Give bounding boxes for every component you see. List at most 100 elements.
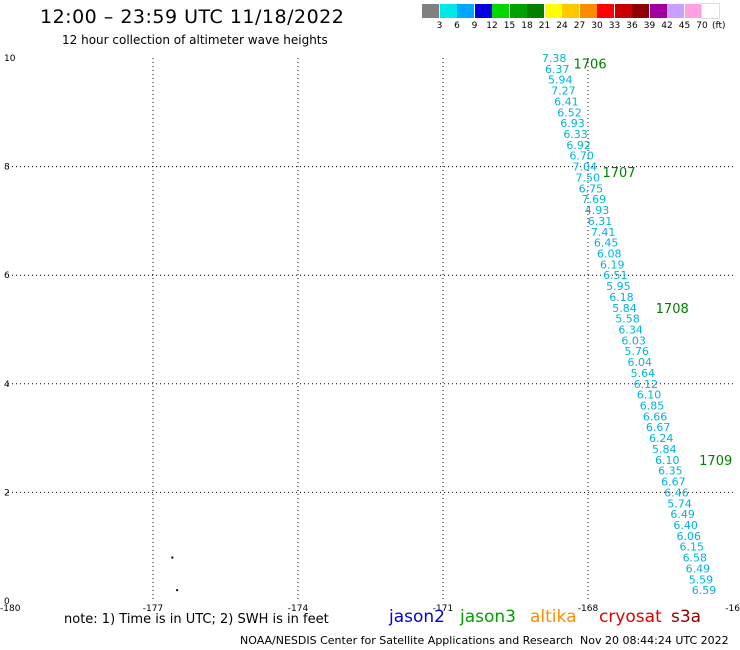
color-swatch <box>509 4 527 18</box>
color-scale-label: 3 <box>436 21 443 31</box>
color-scale-label: 15 <box>503 21 516 31</box>
wave-height-label: 4.93 <box>585 204 610 217</box>
color-swatch <box>422 4 439 18</box>
wave-height-label: 6.10 <box>655 454 680 467</box>
wave-height-label: 6.31 <box>588 215 613 228</box>
wave-height-label: 6.08 <box>597 247 622 260</box>
wave-height-label: 6.15 <box>680 541 705 554</box>
y-tick-label: 6 <box>4 271 10 281</box>
wave-height-label: 6.35 <box>658 465 683 478</box>
wave-height-label: 6.18 <box>609 291 634 304</box>
x-tick-label: -171 <box>433 604 453 614</box>
wave-height-label: 7.27 <box>551 85 576 98</box>
wave-height-label: 6.93 <box>560 117 585 130</box>
color-scale-label: 18 <box>521 21 533 31</box>
wave-height-label: 6.85 <box>640 400 665 413</box>
color-scale-label: 27 <box>573 21 586 31</box>
color-swatch <box>527 4 544 18</box>
wave-height-label: 6.46 <box>664 486 689 499</box>
wave-height-label: 6.51 <box>603 269 628 282</box>
color-scale-label: 39 <box>643 21 656 31</box>
data-dot <box>171 556 174 559</box>
satellite-name: cryosat <box>599 607 662 627</box>
wave-height-label: 6.45 <box>594 237 619 250</box>
wave-height-label: 7.50 <box>576 171 601 184</box>
wave-height-label: 6.66 <box>643 410 668 423</box>
color-scale-label: 45 <box>678 21 691 31</box>
wave-height-label: 6.34 <box>618 324 643 337</box>
color-scale-label: 36 <box>626 21 638 31</box>
wave-height-label: 6.59 <box>692 584 717 597</box>
wave-height-label: 6.67 <box>646 421 671 434</box>
pass-time-label: 1708 <box>656 302 689 317</box>
color-scale-label: 12 <box>486 21 498 31</box>
y-tick-label: 8 <box>4 163 10 173</box>
pass-time-label: 1706 <box>574 57 607 72</box>
color-swatch <box>701 3 720 19</box>
wave-height-label: 6.24 <box>649 432 674 445</box>
wave-height-label: 7.38 <box>542 52 567 65</box>
wave-height-label: 5.84 <box>612 302 637 315</box>
color-scale-label: 9 <box>471 21 478 31</box>
color-scale-label: 24 <box>556 21 568 31</box>
wave-height-label: 6.19 <box>600 258 625 271</box>
wave-height-label: 6.41 <box>554 95 579 108</box>
wave-height-label: 5.59 <box>689 573 714 586</box>
color-swatch <box>667 4 684 18</box>
wave-height-label: 6.52 <box>557 106 582 119</box>
wave-height-label: 6.67 <box>661 476 686 489</box>
color-swatch <box>474 4 492 18</box>
wave-height-label: 6.58 <box>683 552 708 565</box>
color-scale-label: 21 <box>538 21 551 31</box>
satellite-name: jason3 <box>460 607 516 627</box>
wave-height-label: 6.06 <box>676 530 701 543</box>
color-scale-label: 6 <box>454 21 460 31</box>
wave-height-label: 5.64 <box>631 367 656 380</box>
generation-timestamp: Nov 20 08:44:24 UTC 2022 <box>580 634 729 647</box>
pass-time-label: 1709 <box>699 454 732 469</box>
color-swatch <box>632 4 649 18</box>
y-tick-label: 4 <box>4 380 10 390</box>
satellite-name: altika <box>530 607 577 627</box>
wave-height-label: 5.95 <box>606 280 631 293</box>
color-swatch <box>457 4 474 18</box>
color-scale-label: 33 <box>608 21 621 31</box>
x-tick-label: -180 <box>0 604 21 614</box>
wave-height-label: 5.84 <box>652 443 677 456</box>
wave-height-label: 6.75 <box>579 182 604 195</box>
wave-height-label: 5.74 <box>667 497 692 510</box>
wave-height-label: 6.40 <box>673 519 698 532</box>
y-tick-label: 0 <box>4 597 10 607</box>
wave-height-label: 5.76 <box>624 345 649 358</box>
map-subtitle: 12 hour collection of altimeter wave hei… <box>62 33 328 47</box>
satellite-name: s3a <box>671 607 702 627</box>
color-swatch <box>684 4 702 18</box>
wave-height-label: 6.92 <box>566 139 591 152</box>
color-swatch <box>579 4 597 18</box>
credit-line: NOAA/NESDIS Center for Satellite Applica… <box>240 634 574 647</box>
color-swatch <box>597 4 614 18</box>
wave-height-label: 7.41 <box>591 226 616 239</box>
color-swatch <box>544 4 562 18</box>
wave-height-label: 7.69 <box>582 193 607 206</box>
wave-height-label: 6.49 <box>686 562 711 575</box>
color-scale-unit: (ft) <box>712 21 726 31</box>
wave-height-label: 6.37 <box>545 63 570 76</box>
color-swatch <box>562 4 579 18</box>
x-tick-label: -177 <box>143 604 163 614</box>
x-tick-label: -174 <box>288 604 309 614</box>
color-scale-label: 70 <box>696 21 708 31</box>
y-tick-label: 10 <box>4 54 16 64</box>
color-swatch <box>649 4 667 18</box>
x-tick-label: -16 <box>725 604 740 614</box>
wave-height-label: 7.04 <box>572 161 597 174</box>
color-scale-label: 30 <box>591 21 603 31</box>
pass-time-label: 1707 <box>603 166 636 181</box>
wave-height-label: 6.12 <box>634 378 659 391</box>
wave-height-label: 6.49 <box>670 508 695 521</box>
wave-height-label: 6.03 <box>621 334 646 347</box>
data-dot <box>176 589 179 592</box>
wave-height-label: 5.94 <box>548 74 573 87</box>
wave-height-label: 5.58 <box>615 313 640 326</box>
